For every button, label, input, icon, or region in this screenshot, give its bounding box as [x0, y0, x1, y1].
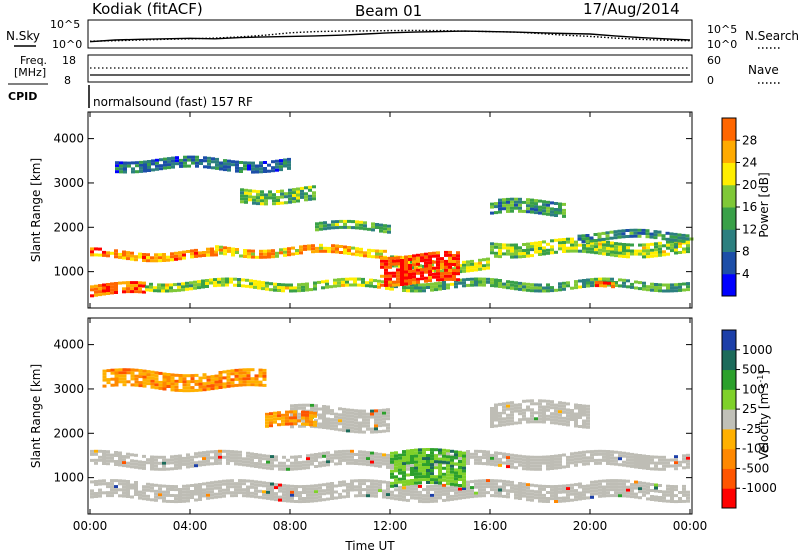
power-cbar-title: Power [dB] [757, 172, 771, 237]
y-tick-label: 1000 [53, 471, 84, 485]
x-axis-title: Time UT [344, 539, 395, 553]
colorbar-tick-label: 8 [742, 245, 750, 259]
x-tick-label: 16:00 [473, 519, 508, 533]
colorbar-swatch [722, 251, 736, 275]
colorbar-tick-label: -100 [742, 442, 769, 456]
colorbar-swatch [722, 468, 736, 489]
colorbar-tick-label: 500 [742, 363, 765, 377]
nave-label: Nave [748, 63, 779, 77]
y-tick-label: 3000 [53, 382, 84, 396]
cpid-value: normalsound (fast) 157 RF [93, 95, 253, 109]
noise-left-tick-top: 10^5 [50, 18, 80, 31]
colorbar-frame [721, 329, 737, 509]
colorbar-swatch [722, 349, 736, 371]
x-axis: 00:00 04:00 08:00 12:00 16:00 20:00 00:00 [73, 112, 708, 533]
noise-panel-frame [87, 19, 693, 49]
colorbar-tick-label: 24 [742, 156, 757, 170]
colorbar-swatch [722, 207, 736, 230]
y-tick-label: 3000 [53, 176, 84, 190]
freq-right-tick-bottom: 0 [707, 74, 714, 87]
velocity-cbar-title-sup: -1 [756, 375, 765, 383]
power-heatmap [90, 155, 694, 298]
velocity-colorbar: -1000 -500 -100 -25 25 100 500 1000 [721, 329, 777, 509]
y-tick-label: 2000 [53, 426, 84, 440]
noise-panel: N.Sky 10^5 10^0 10^5 10^0 N.Search [6, 18, 799, 51]
freq-label-1: Freq. [20, 54, 47, 67]
y-tick-label: 2000 [53, 220, 84, 234]
power-y-title: Slant Range [km] [29, 158, 43, 262]
colorbar-tick-label: 16 [742, 200, 757, 214]
colorbar-swatch [722, 118, 736, 141]
colorbar-swatch [722, 162, 736, 186]
cpid-panel: CPID normalsound (fast) 157 RF [8, 85, 253, 109]
colorbar-swatch [722, 448, 736, 469]
colorbar-swatch [722, 330, 736, 351]
velocity-cbar-title-main: Velocity [m s [757, 383, 771, 460]
noise-sky-label: N.Sky [6, 29, 40, 43]
colorbar-tick-label: 100 [742, 382, 765, 396]
x-tick-label: 00:00 [673, 519, 708, 533]
beam-label: Beam 01 [355, 2, 422, 20]
colorbar-swatch [722, 184, 736, 208]
colorbar-tick-label: -1000 [742, 481, 777, 495]
colorbar-tick-label: 20 [742, 178, 757, 192]
colorbar-swatch [722, 409, 736, 430]
noise-search-label: N.Search [745, 29, 799, 43]
colorbar-tick-label: 25 [742, 402, 757, 416]
x-tick-label: 12:00 [373, 519, 408, 533]
velocity-cbar-title-end: ] [757, 370, 771, 375]
freq-left-tick-top: 18 [62, 54, 76, 67]
x-tick-label: 00:00 [73, 519, 108, 533]
velocity-cbar-title: Velocity [m s-1] [756, 370, 771, 460]
x-tick-label: 20:00 [573, 519, 608, 533]
freq-panel-frame [87, 54, 693, 83]
noise-right-tick-top: 10^5 [707, 23, 737, 36]
x-tick-label: 04:00 [173, 519, 208, 533]
power-colorbar: 4 8 12 16 20 24 28 [721, 117, 757, 297]
colorbar-tick-label: 12 [742, 222, 757, 236]
colorbar-swatch [722, 369, 736, 390]
noise-search-series [89, 29, 691, 42]
velocity-heatmap [90, 368, 690, 504]
noise-left-tick-bottom: 10^0 [52, 38, 82, 51]
noise-right-tick-bottom: 10^0 [707, 38, 737, 51]
freq-panel: Freq. [MHz] 18 8 60 0 Nave [8, 54, 782, 87]
colorbar-swatch [722, 488, 736, 509]
noise-sky-series [89, 30, 691, 43]
y-tick-label: 1000 [53, 265, 84, 279]
colorbar-swatch [722, 273, 736, 297]
site-title: Kodiak (fitACF) [92, 0, 203, 18]
colorbar-tick-label: 4 [742, 267, 750, 281]
y-tick-label: 4000 [53, 132, 84, 146]
colorbar-swatch [722, 428, 736, 450]
freq-left-tick-bottom: 8 [64, 74, 71, 87]
velocity-y-title: Slant Range [km] [29, 364, 43, 468]
colorbar-swatch [722, 389, 736, 410]
freq-label-2: [MHz] [14, 66, 46, 79]
x-tick-label: 08:00 [273, 519, 308, 533]
freq-right-tick-top: 60 [707, 54, 721, 67]
colorbar-tick-label: -25 [742, 422, 762, 436]
colorbar-tick-label: -500 [742, 461, 769, 475]
colorbar-tick-label: 28 [742, 133, 757, 147]
date-label: 17/Aug/2014 [583, 0, 680, 18]
colorbar-tick-label: 1000 [742, 343, 773, 357]
y-tick-label: 4000 [53, 338, 84, 352]
power-panel: 1000 2000 3000 4000 Slant Range [km] 4 8 12 16… [29, 111, 771, 309]
colorbar-swatch [722, 140, 736, 163]
cpid-label: CPID [8, 90, 37, 103]
colorbar-swatch [722, 229, 736, 252]
